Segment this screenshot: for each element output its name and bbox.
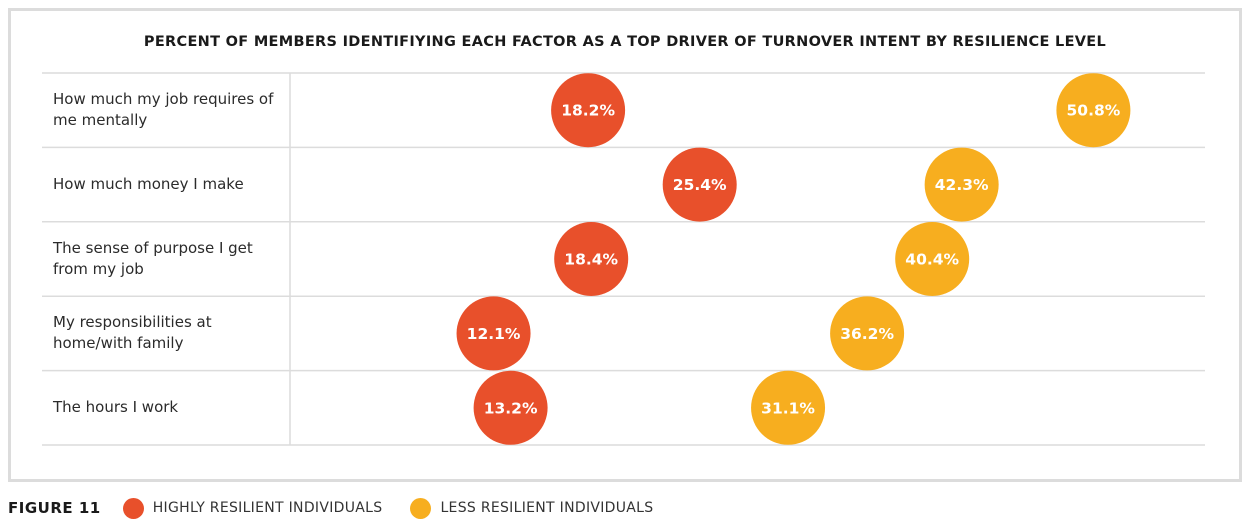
data-point-circle [751,370,826,445]
data-point: 12.1% [456,296,531,371]
row-label: The sense of purpose I get from my job [53,238,253,278]
legend-label-less-resilient: LESS RESILIENT INDIVIDUALS [440,500,654,516]
data-label: 25.4% [673,176,727,194]
data-point: 36.2% [830,296,905,371]
data-point-circle [554,222,629,296]
row-label: The hours I work [53,398,179,417]
legend: FIGURE 11 HIGHLY RESILIENT INDIVIDUALS L… [8,494,681,522]
data-point-circle [456,296,531,371]
legend-swatch-highly-resilient [122,497,144,519]
data-point: 18.4% [554,222,629,296]
data-point: 25.4% [662,147,737,222]
data-point-circle [895,222,970,296]
data-point: 50.8% [1056,73,1131,148]
data-point-circle [924,147,999,222]
figure-label: FIGURE 11 [8,499,101,517]
data-label: 18.4% [564,251,618,269]
legend-swatch-less-resilient [410,497,432,519]
legend-label-highly-resilient: HIGHLY RESILIENT INDIVIDUALS [152,500,383,516]
data-label: 42.3% [935,176,989,194]
data-point: 31.1% [751,370,826,445]
data-label: 13.2% [484,399,538,417]
data-point-circle [662,147,737,222]
row-label: How much my job requires of me mentally [53,90,274,129]
data-point-circle [1056,73,1131,148]
data-label: 50.8% [1067,102,1121,120]
data-point-circle [551,73,626,148]
data-point: 40.4% [895,222,970,296]
row-label: My responsibilities at home/with family [53,313,212,353]
data-point-circle [473,370,548,445]
data-point-circle [830,296,905,371]
data-point: 13.2% [473,370,548,445]
data-label: 31.1% [761,399,815,417]
data-point: 42.3% [924,147,999,222]
data-label: 36.2% [840,325,894,343]
data-label: 18.2% [561,102,615,120]
row-label: How much money I make [53,174,244,193]
data-label: 40.4% [905,251,959,269]
data-label: 12.1% [467,325,521,343]
data-point: 18.2% [551,73,626,148]
chart-title: PERCENT OF MEMBERS IDENTIFIYING EACH FAC… [143,34,1107,50]
